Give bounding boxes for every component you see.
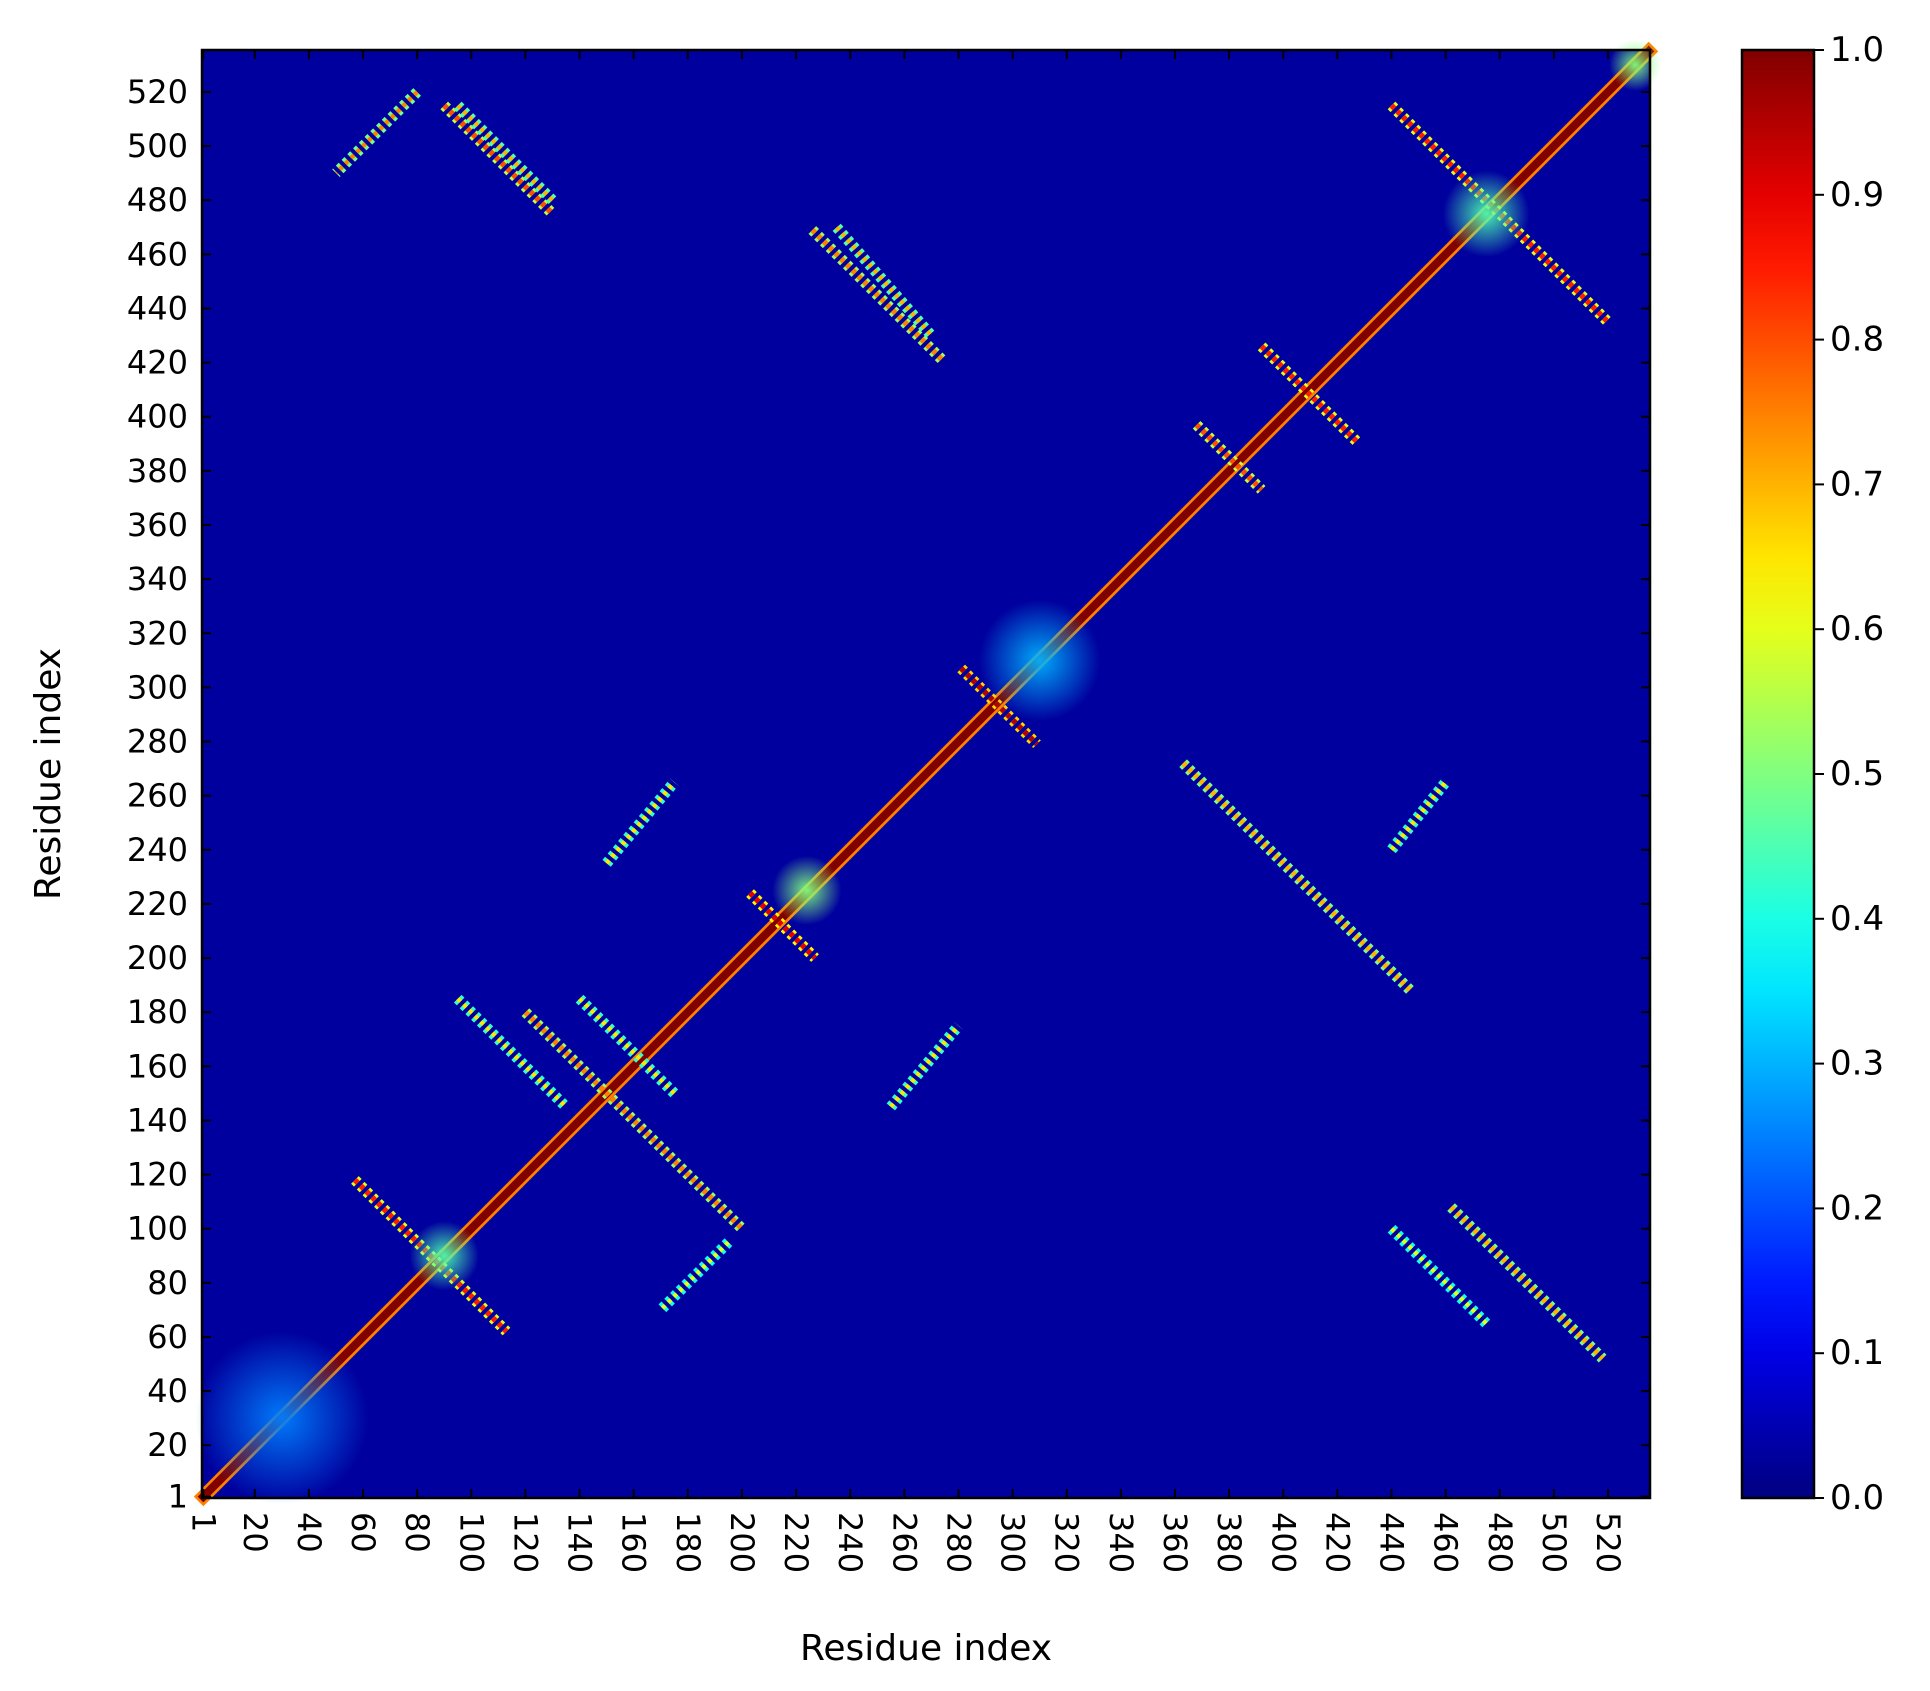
heatmap-contact-band bbox=[748, 891, 817, 960]
x-tick-label: 120 bbox=[506, 1512, 544, 1573]
x-axis: 1 20 40 60 80 100 120 140 160 180 200 220 240 260 280 3… bbox=[184, 50, 1627, 1573]
colorbar: 0.0 0.1 0.2 0.3 0.4 0.5 0.6 0.7 0.8 0.9 1.0 bbox=[1740, 30, 1884, 1518]
y-tick-label: 240 bbox=[127, 831, 188, 869]
y-tick-label: 160 bbox=[127, 1047, 188, 1085]
y-tick-label: 500 bbox=[127, 127, 188, 165]
heatmap-contact-band bbox=[1389, 780, 1448, 852]
x-axis-title: Residue index bbox=[800, 1628, 1052, 1669]
colorbar-tick-label: 0.7 bbox=[1830, 464, 1884, 504]
y-tick-label: 360 bbox=[127, 506, 188, 544]
x-tick-label: 480 bbox=[1481, 1512, 1519, 1573]
y-tick-label: 1 bbox=[168, 1478, 188, 1516]
y-tick-label: 80 bbox=[147, 1264, 188, 1302]
y-tick-label: 200 bbox=[127, 939, 188, 977]
colorbar-tick-label: 0.4 bbox=[1830, 899, 1884, 939]
y-tick-label: 40 bbox=[147, 1372, 188, 1410]
y-tick-label: 300 bbox=[127, 668, 188, 706]
x-tick-label: 400 bbox=[1264, 1512, 1302, 1573]
x-tick-label: 160 bbox=[615, 1512, 653, 1573]
y-tick-label: 400 bbox=[127, 398, 188, 436]
x-tick-label: 80 bbox=[398, 1512, 436, 1553]
heatmap-contact-band bbox=[889, 1024, 961, 1109]
heatmap-contact-band bbox=[523, 1010, 744, 1231]
y-tick-label: 440 bbox=[127, 289, 188, 327]
heatmap-contact-cluster bbox=[772, 855, 842, 926]
y-tick-label: 60 bbox=[147, 1318, 188, 1356]
heatmap-contact-band bbox=[456, 103, 555, 202]
colorbar-tick-label: 0.1 bbox=[1830, 1333, 1884, 1373]
x-tick-label: 260 bbox=[885, 1512, 923, 1573]
heatmap-contact-cluster bbox=[1442, 170, 1530, 258]
colorbar-tick-label: 0.2 bbox=[1830, 1188, 1884, 1228]
x-tick-label: 360 bbox=[1156, 1512, 1194, 1573]
heatmap-contact-band bbox=[810, 228, 945, 362]
y-tick-label: 320 bbox=[127, 614, 188, 652]
heatmap-contact-cluster bbox=[1609, 38, 1662, 91]
heatmap-contact-cluster bbox=[409, 1221, 479, 1291]
y-tick-label: 280 bbox=[127, 723, 188, 761]
y-tick-label: 20 bbox=[147, 1426, 188, 1464]
y-tick-label: 180 bbox=[127, 993, 188, 1031]
y-axis: 1204060801001201401601802002202402602803… bbox=[127, 73, 1650, 1516]
heatmap-contact-cluster bbox=[979, 599, 1101, 721]
y-tick-label: 420 bbox=[127, 344, 188, 382]
colorbar-tick-label: 0.8 bbox=[1830, 320, 1884, 360]
x-tick-label: 340 bbox=[1102, 1512, 1140, 1573]
x-tick-label: 380 bbox=[1210, 1512, 1248, 1573]
x-tick-label: 420 bbox=[1318, 1512, 1356, 1573]
x-tick-label: 280 bbox=[939, 1512, 977, 1573]
x-tick-label: 500 bbox=[1535, 1512, 1573, 1573]
x-tick-label: 440 bbox=[1373, 1512, 1411, 1573]
colorbar-tick-label: 0.9 bbox=[1830, 175, 1884, 215]
colorbar-tick-label: 0.6 bbox=[1830, 609, 1884, 649]
y-tick-label: 120 bbox=[127, 1156, 188, 1194]
x-tick-label: 60 bbox=[344, 1512, 382, 1553]
heatmap-contact-band bbox=[604, 780, 676, 865]
x-tick-label: 240 bbox=[831, 1512, 869, 1573]
heatmap-contact-band bbox=[1449, 1205, 1605, 1361]
heatmap-contact-band bbox=[442, 103, 555, 216]
colorbar-gradient bbox=[1740, 48, 1816, 1500]
x-tick-label: 200 bbox=[723, 1512, 761, 1573]
y-tick-label: 100 bbox=[127, 1210, 188, 1248]
x-tick-label: 460 bbox=[1427, 1512, 1465, 1573]
y-tick-label: 340 bbox=[127, 560, 188, 598]
colorbar-tick-label: 1.0 bbox=[1830, 30, 1884, 70]
heatmap-contact-band bbox=[1259, 344, 1361, 446]
heatmap-contact-cluster bbox=[195, 1331, 369, 1505]
colorbar-tick-label: 0.0 bbox=[1830, 1478, 1884, 1518]
x-tick-label: 300 bbox=[994, 1512, 1032, 1573]
x-tick-label: 180 bbox=[669, 1512, 707, 1573]
y-tick-label: 520 bbox=[127, 73, 188, 111]
y-axis-title: Residue index bbox=[28, 648, 69, 900]
colorbar-tick-label: 0.3 bbox=[1830, 1044, 1884, 1084]
heatmap-contact-band bbox=[1389, 1227, 1488, 1325]
heatmap-contact-band bbox=[578, 997, 676, 1095]
plot-frame bbox=[200, 48, 1652, 1500]
heatmap-contact-band bbox=[334, 90, 419, 175]
y-tick-label: 260 bbox=[127, 777, 188, 815]
x-tick-label: 1 bbox=[184, 1512, 222, 1532]
x-tick-label: 40 bbox=[290, 1512, 328, 1553]
y-tick-label: 480 bbox=[127, 181, 188, 219]
y-tick-label: 220 bbox=[127, 885, 188, 923]
heatmap-contact-band bbox=[456, 997, 568, 1109]
x-tick-label: 100 bbox=[452, 1512, 490, 1573]
x-tick-label: 320 bbox=[1048, 1512, 1086, 1573]
x-tick-label: 140 bbox=[561, 1512, 599, 1573]
heatmap-plot bbox=[193, 38, 1662, 1507]
colorbar-tick-label: 0.5 bbox=[1830, 754, 1884, 794]
y-tick-label: 140 bbox=[127, 1101, 188, 1139]
y-tick-label: 380 bbox=[127, 452, 188, 490]
heatmap-contact-band bbox=[1194, 422, 1264, 492]
x-tick-label: 520 bbox=[1589, 1512, 1627, 1573]
x-tick-label: 20 bbox=[236, 1512, 274, 1553]
y-tick-label: 460 bbox=[127, 235, 188, 273]
heatmap-contact-band bbox=[1389, 103, 1610, 324]
x-tick-label: 220 bbox=[777, 1512, 815, 1573]
heatmap-contact-band bbox=[959, 666, 1039, 747]
